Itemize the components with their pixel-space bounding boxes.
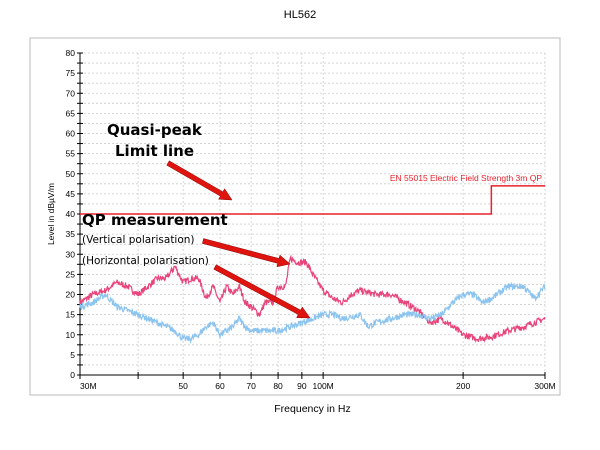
y-tick-label: 70 <box>66 88 76 98</box>
series-line-1 <box>79 281 546 345</box>
series-line-0 <box>79 254 546 343</box>
x-tick-label: 60 <box>215 381 225 391</box>
annotation-horizontal: (Horizontal polarisation) <box>82 255 209 267</box>
chart-title: HL562 <box>284 9 316 21</box>
y-tick-label: 45 <box>66 189 76 199</box>
x-tick-label: 300M <box>534 381 555 391</box>
x-tick-label: 30M <box>80 381 97 391</box>
x-tick-label: 90 <box>297 381 307 391</box>
y-tick-label: 20 <box>66 290 76 300</box>
arrow-quasi-peak <box>166 160 233 201</box>
y-tick-label: 35 <box>66 229 76 239</box>
limit-line-label: EN 55015 Electric Field Strength 3m QP <box>390 173 542 183</box>
x-axis-label: Frequency in Hz <box>274 403 350 415</box>
y-tick-label: 50 <box>66 169 76 179</box>
y-tick-label: 60 <box>66 129 76 139</box>
annotation-vertical: (Vertical polarisation) <box>82 234 195 246</box>
x-tick-label: 70 <box>246 381 256 391</box>
y-tick-label: 25 <box>66 269 76 279</box>
x-tick-label: 80 <box>273 381 283 391</box>
y-tick-label: 30 <box>66 249 76 259</box>
y-tick-label: 5 <box>70 350 75 360</box>
limit-line <box>80 185 545 215</box>
y-tick-label: 80 <box>66 48 76 58</box>
arrow-vertical <box>202 238 291 268</box>
y-tick-label: 55 <box>66 149 76 159</box>
y-tick-label: 65 <box>66 108 76 118</box>
x-tick-label: 200 <box>456 381 470 391</box>
y-tick-label: 40 <box>66 209 76 219</box>
y-tick-label: 15 <box>66 310 76 320</box>
y-tick-label: 0 <box>70 370 75 380</box>
chart-frame <box>29 37 561 396</box>
x-tick-label: 100M <box>313 381 334 391</box>
annotation-quasi-peak-line2: Limit line <box>115 142 194 160</box>
annotation-qp-measurement: QP measurement <box>82 211 228 229</box>
x-tick-label: 50 <box>178 381 188 391</box>
y-axis-label: Level in dBµV/m <box>46 183 56 245</box>
arrow-horizontal <box>213 264 311 319</box>
y-tick-label: 10 <box>66 330 76 340</box>
annotation-quasi-peak-line1: Quasi-peak <box>107 121 202 139</box>
y-tick-label: 75 <box>66 68 76 78</box>
